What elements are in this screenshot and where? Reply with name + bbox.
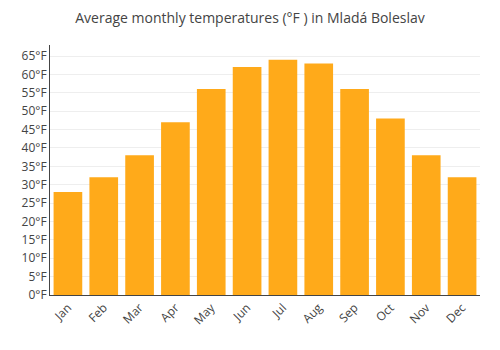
svg-text:Average monthly temperatures (: Average monthly temperatures (°F ) in Ml…: [75, 8, 424, 27]
svg-text:Dec: Dec: [442, 299, 469, 326]
svg-text:60°F: 60°F: [22, 66, 47, 83]
svg-text:20°F: 20°F: [22, 213, 47, 230]
svg-text:Aug: Aug: [299, 299, 327, 327]
svg-text:40°F: 40°F: [22, 139, 47, 156]
svg-text:May: May: [190, 299, 219, 328]
svg-text:Sep: Sep: [335, 299, 362, 326]
svg-text:45°F: 45°F: [22, 121, 47, 138]
svg-text:Nov: Nov: [406, 299, 434, 327]
svg-text:35°F: 35°F: [22, 158, 47, 175]
svg-text:65°F: 65°F: [22, 47, 47, 64]
svg-text:55°F: 55°F: [22, 84, 47, 101]
svg-text:30°F: 30°F: [22, 176, 47, 193]
svg-text:50°F: 50°F: [22, 102, 47, 119]
svg-text:0°F: 0°F: [28, 286, 46, 303]
svg-text:Jan: Jan: [50, 299, 75, 324]
svg-text:5°F: 5°F: [28, 268, 46, 285]
svg-text:Oct: Oct: [372, 299, 398, 325]
svg-text:10°F: 10°F: [22, 249, 47, 266]
svg-text:Jul: Jul: [268, 299, 290, 321]
svg-text:15°F: 15°F: [22, 231, 47, 248]
svg-text:Feb: Feb: [84, 299, 110, 325]
svg-text:Apr: Apr: [156, 299, 182, 325]
svg-text:Jun: Jun: [229, 299, 254, 324]
svg-text:25°F: 25°F: [22, 194, 47, 211]
svg-text:Mar: Mar: [119, 299, 147, 327]
